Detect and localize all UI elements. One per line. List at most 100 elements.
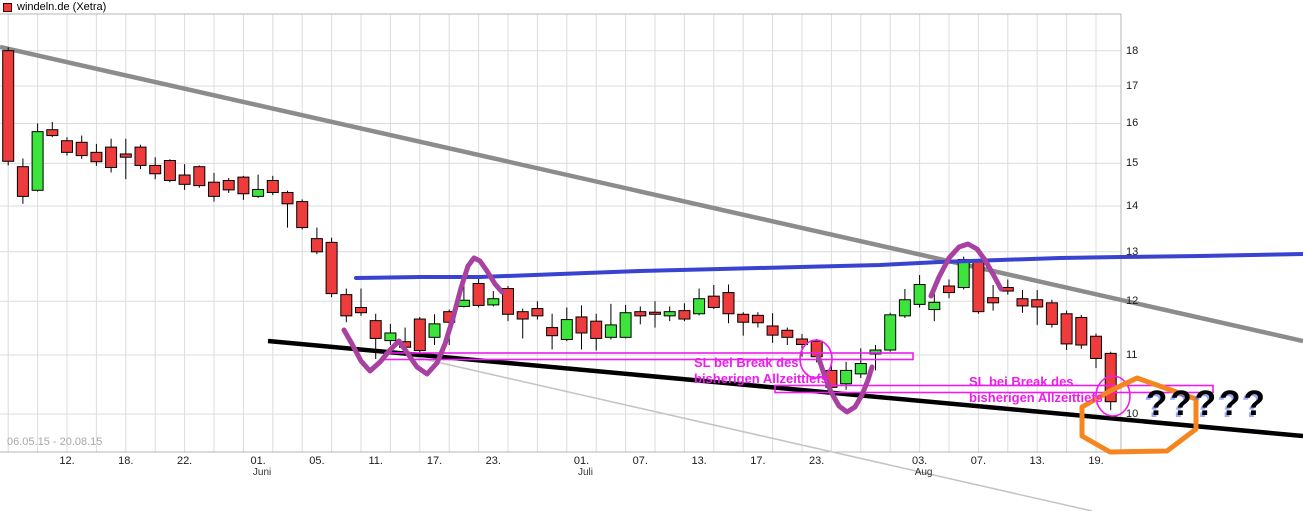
candle-body <box>222 180 235 191</box>
annotation-sl-2-line2: bisherigen Allzeittiefs <box>969 390 1103 405</box>
highlight-circle <box>799 339 833 379</box>
candle-body <box>61 140 73 153</box>
candle-body <box>163 159 176 182</box>
candle-body <box>178 174 191 185</box>
candle-body <box>722 292 735 315</box>
y-axis-tick-label: 10 <box>1126 407 1139 420</box>
x-axis-tick-label: 18. <box>118 455 134 467</box>
candle-body <box>619 312 632 338</box>
candle-body <box>781 329 794 338</box>
candle-body <box>384 332 397 342</box>
candle-body <box>428 323 441 338</box>
candle-body <box>16 166 29 197</box>
annotation-sl-2: SL bei Break des bisherigen Allzeittiefs <box>969 374 1103 406</box>
x-axis-tick-label: 12. <box>59 455 75 467</box>
x-axis-tick-label: 11. <box>368 455 383 467</box>
candle-body <box>972 260 985 313</box>
candle-body <box>737 313 750 323</box>
orange-polygon <box>1079 375 1199 455</box>
candle-body <box>516 311 529 320</box>
candle-body <box>208 181 220 197</box>
annotation-question-marks: ????? <box>1146 384 1268 423</box>
candle-body <box>840 369 853 385</box>
y-axis-tick-label: 11 <box>1126 349 1138 362</box>
candle-body <box>634 311 647 317</box>
candle-body <box>546 327 559 337</box>
candle-body <box>766 325 779 336</box>
candle-body <box>649 311 661 315</box>
annotation-sl-1: SL bei Break des bisherigen Allzeittiefs <box>694 355 828 387</box>
candle-body <box>105 146 118 169</box>
candle-body <box>913 284 926 305</box>
candle-body <box>987 297 1000 304</box>
candle-body <box>310 238 323 253</box>
x-axis-tick-label: 19. <box>1088 455 1104 467</box>
candle-body <box>296 201 309 229</box>
trendline-gray <box>0 44 1303 344</box>
y-axis-tick-label: 16 <box>1126 117 1139 130</box>
x-axis-tick-label: 07. <box>970 455 987 467</box>
candle-body <box>193 166 206 187</box>
candle-body <box>2 50 15 162</box>
candle-body <box>796 338 808 345</box>
x-axis-tick-label: 13. <box>1029 455 1045 467</box>
purple-squiggle <box>341 255 505 377</box>
candle-body <box>119 153 132 158</box>
candle-body <box>707 295 720 308</box>
candle-body <box>693 298 706 315</box>
x-axis-tick-label: 22. <box>176 455 193 467</box>
legend: windeln.de (Xetra) <box>3 1 106 13</box>
x-axis-tick-label: 13. <box>691 455 707 467</box>
candle-body <box>149 164 162 175</box>
sl-level-box <box>774 384 1214 394</box>
candle-body <box>751 314 764 324</box>
date-range-label: 06.05.15 - 20.08.15 <box>7 436 103 448</box>
candle-body <box>604 324 617 338</box>
candle-body <box>1031 299 1044 308</box>
x-axis-tick-label: 01. <box>573 455 590 467</box>
x-axis-tick-label: 23. <box>809 455 825 467</box>
x-axis-tick-label: 01. <box>250 455 266 467</box>
candle-body <box>898 299 911 317</box>
candle-body <box>678 310 691 320</box>
candle-body <box>502 288 514 315</box>
trendline-thin-gray <box>405 354 1093 511</box>
candle-body <box>560 319 573 341</box>
candle-body <box>1060 313 1073 345</box>
candle-body <box>854 363 867 375</box>
candle-body <box>340 294 353 317</box>
purple-squiggle <box>815 353 875 415</box>
x-axis-month-label: Juni <box>252 467 272 478</box>
x-axis-tick-label: 17. <box>750 455 766 467</box>
x-axis-tick-label: 03. <box>911 455 928 467</box>
highlight-circle <box>1095 375 1131 417</box>
purple-squiggle <box>928 241 1004 299</box>
candle-body <box>884 314 897 351</box>
y-axis-tick-label: 18 <box>1126 44 1139 57</box>
legend-label: windeln.de (Xetra) <box>17 1 107 13</box>
y-axis-tick-label: 15 <box>1126 157 1139 170</box>
candle-body <box>531 308 544 317</box>
candle-body <box>46 129 59 137</box>
candle-body <box>590 320 603 339</box>
legend-color-swatch <box>3 2 12 12</box>
y-axis-tick-label: 13 <box>1126 245 1139 258</box>
candle-body <box>75 141 88 157</box>
candle-body <box>31 131 44 191</box>
candle-body <box>237 176 250 195</box>
candle-body <box>325 241 338 295</box>
candle-body <box>355 306 367 314</box>
candle-body <box>869 349 882 355</box>
candle-body <box>957 258 970 289</box>
y-axis-tick-label: 17 <box>1126 80 1139 93</box>
candle-body <box>266 180 279 193</box>
x-axis-tick-label: 07. <box>632 455 648 467</box>
candle-body <box>487 298 500 306</box>
x-axis-tick-label: 17. <box>426 455 443 467</box>
x-axis-tick-label: 05. <box>309 455 325 467</box>
candle-body <box>1090 335 1102 359</box>
candle-body <box>472 283 485 306</box>
candle-body <box>252 188 265 197</box>
candle-body <box>281 191 294 205</box>
